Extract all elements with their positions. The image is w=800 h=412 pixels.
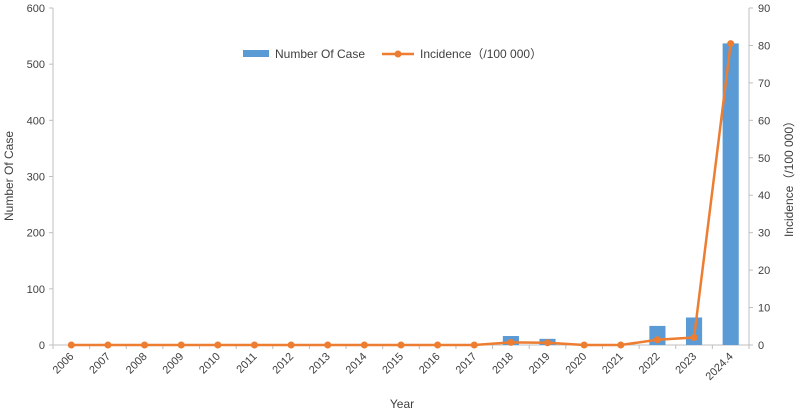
- x-tick-label: 2024.4: [704, 351, 736, 383]
- y-tick-label: 400: [27, 115, 45, 127]
- x-tick-label: 2020: [563, 351, 589, 377]
- y2-tick-label: 80: [758, 40, 770, 52]
- x-tick-label: 2009: [161, 351, 187, 377]
- y2-tick-label: 60: [758, 115, 770, 127]
- x-tick-label: 2012: [270, 351, 296, 377]
- line-point: [653, 336, 661, 344]
- y2-tick-label: 70: [758, 78, 770, 90]
- bar: [722, 43, 739, 345]
- legend-label-incidence: Incidence（/100 000）: [420, 47, 542, 61]
- y2-tick-label: 20: [758, 265, 770, 277]
- legend-label-cases: Number Of Case: [275, 47, 365, 61]
- line-point: [214, 341, 222, 349]
- line-point: [177, 341, 185, 349]
- line-point: [434, 341, 442, 349]
- y-axis-title: Number Of Case: [2, 131, 16, 221]
- x-tick-label: 2011: [234, 351, 259, 376]
- y-tick-label: 100: [27, 284, 45, 296]
- x-axis-title: Year: [390, 397, 414, 411]
- y2-tick-label: 30: [758, 228, 770, 240]
- x-tick-label: 2016: [417, 351, 443, 377]
- x-tick-label: 2014: [344, 351, 370, 377]
- line-point: [617, 341, 625, 349]
- line-point: [67, 341, 75, 349]
- y-tick-label: 200: [27, 228, 45, 240]
- y2-axis-title: Incidence（/100 000）: [782, 115, 796, 237]
- line-point: [250, 341, 258, 349]
- y-tick-label: 600: [27, 3, 45, 15]
- y2-tick-label: 0: [758, 340, 764, 352]
- line-series: [67, 40, 735, 349]
- x-tick-label: 2022: [637, 351, 663, 377]
- line-point: [470, 341, 478, 349]
- x-tick-label: 2021: [600, 351, 626, 377]
- y-tick-label: 500: [27, 59, 45, 71]
- line-point: [727, 40, 735, 48]
- legend-swatch-bar: [243, 50, 269, 57]
- line-point: [397, 341, 405, 349]
- axes: [49, 7, 753, 349]
- line-point: [360, 341, 368, 349]
- legend-swatch-marker: [394, 50, 402, 58]
- x-tick-label: 2015: [380, 351, 406, 377]
- x-tick-label: 2023: [673, 351, 699, 377]
- y-tick-label: 300: [27, 172, 45, 184]
- x-tick-label: 2013: [307, 351, 333, 377]
- line-point: [544, 339, 552, 347]
- line-point: [580, 341, 588, 349]
- x-tick-label: 2018: [490, 351, 516, 377]
- line-point: [324, 341, 332, 349]
- line-point: [507, 338, 515, 346]
- incidence-line: [71, 43, 732, 347]
- x-tick-label: 2010: [197, 351, 223, 377]
- y2-tick-label: 50: [758, 153, 770, 165]
- bar-series: [502, 43, 739, 345]
- line-point: [690, 334, 698, 342]
- line-point: [104, 341, 112, 349]
- y2-tick-label: 10: [758, 303, 770, 315]
- x-tick-label: 2017: [454, 351, 480, 377]
- line-point: [141, 341, 149, 349]
- x-tick-label: 2007: [87, 351, 113, 377]
- x-tick-label: 2008: [124, 351, 150, 377]
- y-tick-label: 0: [39, 340, 45, 352]
- y2-tick-label: 40: [758, 190, 770, 202]
- legend: Number Of Case Incidence（/100 000）: [243, 47, 542, 61]
- y2-tick-label: 90: [758, 3, 770, 15]
- x-tick-label: 2006: [51, 351, 77, 377]
- line-point: [287, 341, 295, 349]
- x-tick-label: 2019: [527, 351, 553, 377]
